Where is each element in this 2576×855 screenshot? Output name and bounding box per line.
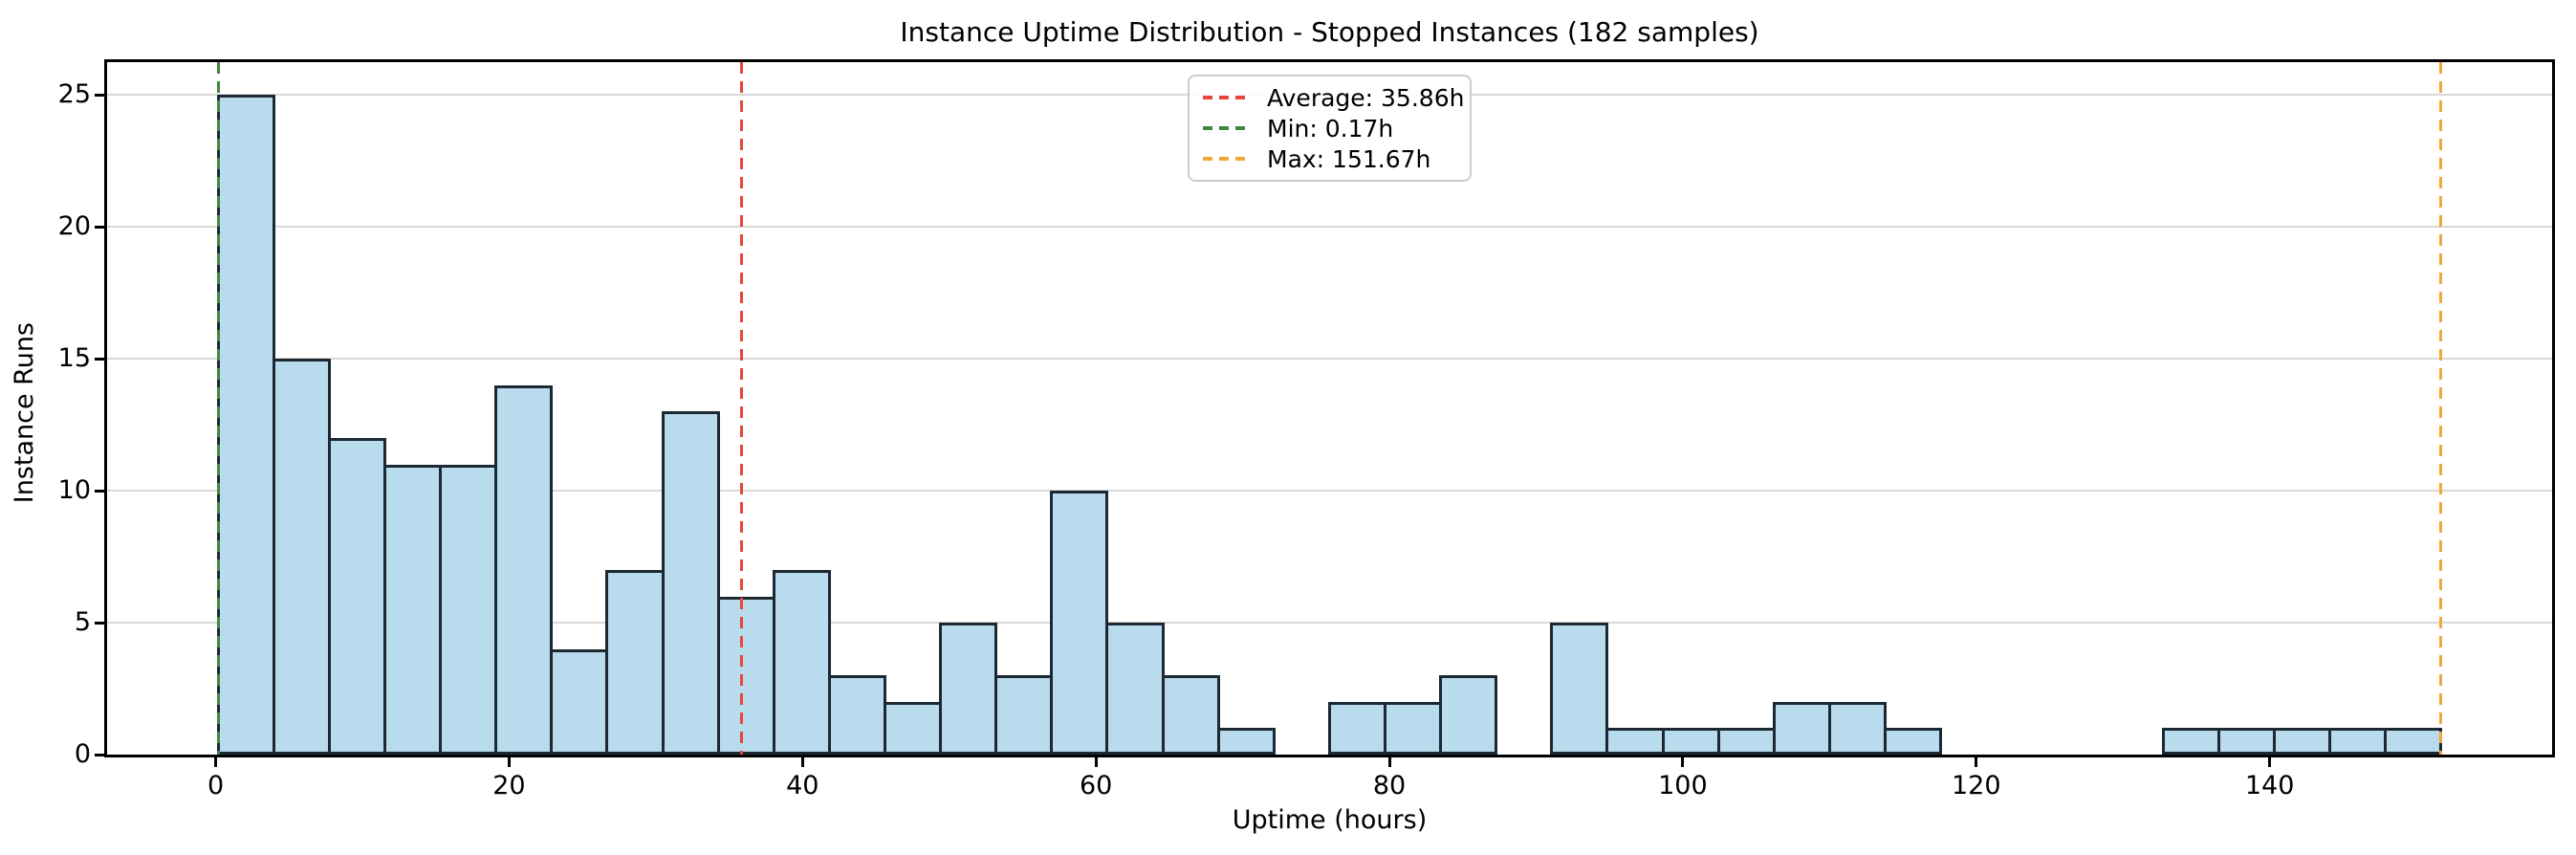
legend-label-min: Min: 0.17h [1267,114,1394,142]
chart-title: Instance Uptime Distribution - Stopped I… [900,16,1759,48]
y-tick-label: 10 [57,475,91,506]
average-line-swatch [1203,96,1252,99]
histogram-bar [939,623,998,755]
histogram-bar [1216,728,1276,755]
histogram-bar [1384,701,1443,755]
histogram-bar [1439,675,1498,755]
x-tick [1094,757,1098,767]
x-tick [1387,757,1391,767]
histogram-bar [1827,701,1888,755]
y-tick [95,753,104,756]
histogram-bar [2384,728,2443,755]
histogram-bar [772,569,831,755]
y-tick [95,489,104,493]
histogram-bar [272,359,331,755]
histogram-bar [1050,491,1109,755]
legend-item-max: Max: 151.67h [1203,145,1456,173]
y-tick [95,357,104,361]
x-tick-label: 40 [786,771,819,800]
histogram-bar [716,596,775,755]
y-tick [95,621,104,625]
y-tick-label: 0 [74,739,91,769]
x-tick-label: 100 [1658,771,1708,800]
histogram-bar [550,648,609,755]
histogram-bar [2272,728,2331,755]
legend-label-average: Average: 35.86h [1267,83,1465,112]
histogram-bar [2216,728,2276,755]
average-line [740,62,744,755]
histogram-bar [1161,675,1220,755]
gridline [107,490,2552,493]
histogram-bar [382,464,443,755]
min-line [216,62,220,755]
x-tick [2268,757,2272,767]
histogram-bar [1605,728,1665,755]
x-tick-label: 20 [492,771,526,800]
histogram-bar [661,411,720,755]
histogram-bar [884,701,943,755]
x-tick-label: 0 [207,771,225,800]
x-tick-label: 80 [1372,771,1407,800]
histogram-bar [605,569,665,755]
histogram-bar [1327,701,1387,755]
histogram-bar [1550,623,1609,755]
histogram-bar [1772,701,1831,755]
histogram-bar [439,464,498,755]
gridline [107,622,2552,625]
y-tick-label: 5 [74,607,91,638]
legend-item-average: Average: 35.86h [1203,84,1464,112]
y-tick-label: 25 [57,79,91,110]
gridline [107,226,2552,229]
legend: Average: 35.86h Min: 0.17h Max: 151.67h [1188,75,1472,182]
y-tick-label: 20 [57,211,91,242]
max-line-swatch [1203,157,1252,161]
x-tick-label: 60 [1079,771,1113,800]
legend-item-min: Min: 0.17h [1203,115,1456,142]
histogram-bar [494,384,554,755]
histogram-bar [2161,728,2220,755]
x-axis-label: Uptime (hours) [1232,805,1428,835]
histogram-bar [1105,623,1165,755]
histogram-bar [2327,728,2388,755]
x-tick [214,757,218,767]
histogram-bar [994,675,1054,755]
histogram-bar [1661,728,1720,755]
x-tick [1681,757,1685,767]
x-tick [1975,757,1978,767]
y-tick [95,225,104,229]
histogram-bar [1884,728,1943,755]
x-tick-label: 140 [2244,771,2295,800]
histogram-bar [327,438,386,755]
legend-label-max: Max: 151.67h [1267,144,1431,173]
gridline [107,358,2552,361]
histogram-bar [216,95,275,755]
histogram-bar [827,675,886,755]
x-tick [507,757,511,767]
min-line-swatch [1203,126,1252,130]
y-tick-label: 15 [57,343,91,374]
x-tick-label: 120 [1951,771,2001,800]
max-line [2439,62,2443,755]
histogram-bar [1716,728,1776,755]
y-tick [95,93,104,97]
x-tick [800,757,804,767]
